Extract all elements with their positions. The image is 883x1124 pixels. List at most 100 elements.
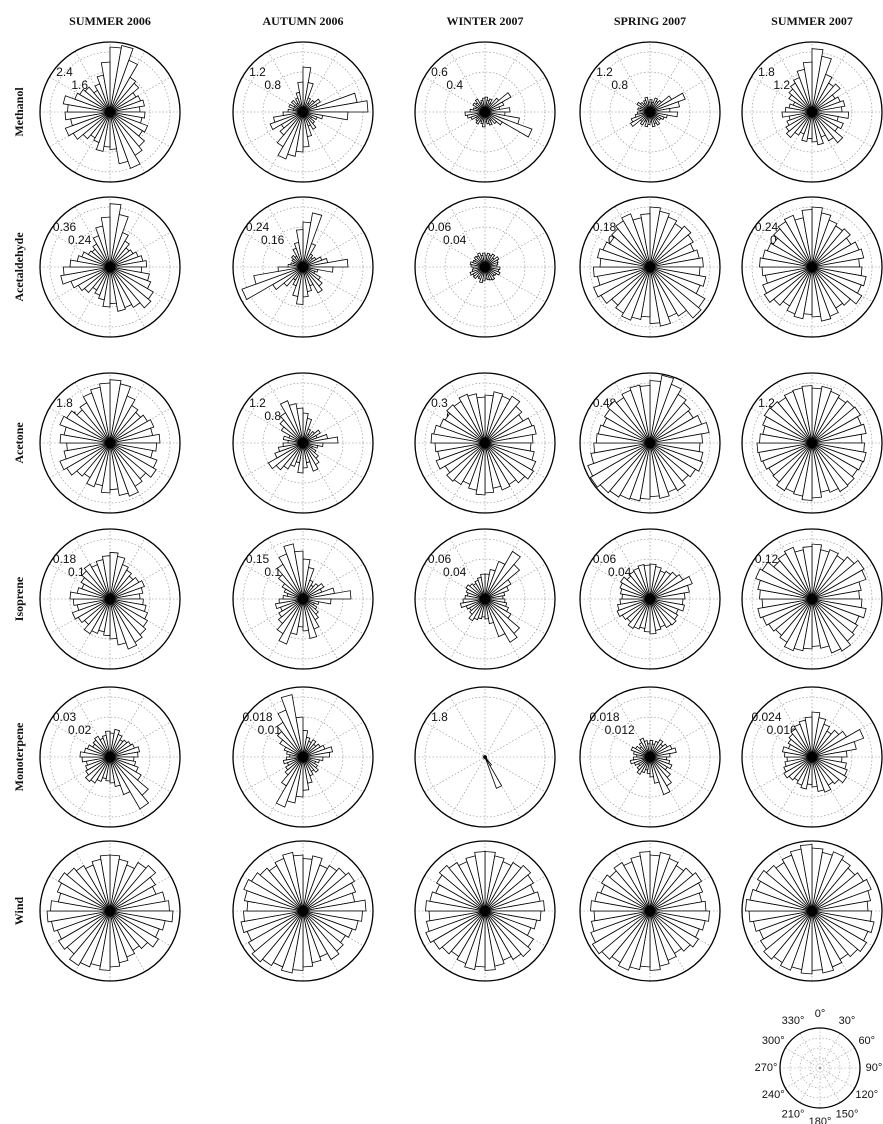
- grid-ring: [242, 382, 364, 504]
- row-label: Monoterpene: [12, 722, 26, 791]
- r-tick-label: 1.8: [56, 396, 73, 410]
- r-tick-label: 0.06: [593, 552, 617, 566]
- column-title: SUMMER 2007: [771, 14, 853, 28]
- r-tick-label: 2.4: [56, 65, 73, 79]
- r-tick-label: 0.06: [428, 220, 452, 234]
- theta-tick-label: 30°: [839, 1015, 856, 1027]
- rose-bar: [102, 555, 111, 600]
- theta-tick-label: 300°: [762, 1035, 785, 1047]
- polar-frame: [579, 41, 721, 183]
- polar-frame: [579, 528, 721, 670]
- polar-frame: [39, 41, 181, 183]
- theta-tick-label: 270°: [755, 1062, 778, 1074]
- column-title: WINTER 2007: [446, 14, 523, 28]
- rose-bar: [639, 851, 651, 912]
- theta-tick-label: 240°: [762, 1089, 785, 1101]
- r-tick-label: 0.8: [264, 78, 281, 92]
- grid-ring: [49, 51, 171, 173]
- r-tick-label: 0.16: [261, 233, 285, 247]
- spoke: [751, 76, 873, 148]
- r-tick-label: 1.6: [71, 78, 88, 92]
- polar-frame: [579, 840, 721, 982]
- polar-frame: [741, 196, 883, 338]
- r-tick-label: 0.24: [755, 220, 779, 234]
- grid-ring: [262, 716, 344, 798]
- r-tick-label: 0.4: [446, 78, 463, 92]
- rose-bar: [99, 382, 111, 444]
- r-tick-label: 0.018: [243, 710, 273, 724]
- grid-ring: [424, 538, 546, 660]
- polar-frame: [741, 840, 883, 982]
- polar-frame: [741, 372, 883, 514]
- grid-ring: [69, 716, 151, 798]
- column-title: SUMMER 2006: [69, 14, 151, 28]
- theta-grid-line: [819, 1067, 855, 1089]
- r-tick-label: 0.8: [264, 409, 281, 423]
- rose-bar: [476, 396, 486, 444]
- r-tick-label: 0.024: [752, 710, 782, 724]
- grid-ring: [751, 206, 873, 328]
- grid-ring: [49, 382, 171, 504]
- grid-ring: [262, 402, 344, 484]
- r-tick-label: 0.12: [755, 552, 779, 566]
- r-tick-label: 0.06: [428, 552, 452, 566]
- rose-bar: [474, 851, 486, 912]
- r-tick-label: 1.2: [758, 396, 775, 410]
- grid-ring: [751, 538, 873, 660]
- polar-frame: [414, 528, 556, 670]
- polar-frame: [232, 196, 374, 338]
- r-tick-label: 1.2: [249, 65, 266, 79]
- grid-ring: [49, 696, 171, 818]
- rose-bar: [801, 209, 813, 268]
- r-tick-label: 1.2: [773, 78, 790, 92]
- row-label: Wind: [12, 896, 26, 925]
- polar-frame: [232, 840, 374, 982]
- theta-tick-label: 0°: [815, 1008, 826, 1020]
- r-tick-label: 0.18: [53, 552, 77, 566]
- rose-bar: [296, 407, 304, 444]
- polar-frame: [232, 372, 374, 514]
- theta-tick-label: 150°: [836, 1109, 859, 1121]
- grid-ring: [789, 1037, 851, 1099]
- rose-bar: [105, 730, 111, 758]
- grid-ring: [444, 226, 526, 308]
- row-label: Isoprene: [12, 576, 26, 621]
- grid-ring: [242, 696, 364, 818]
- theta-tick-label: 180°: [809, 1116, 832, 1124]
- rose-bar: [643, 564, 651, 600]
- grid-ring: [49, 206, 171, 328]
- grid-ring: [424, 206, 546, 328]
- r-tick-label: 0.3: [431, 396, 448, 410]
- r-tick-label: 0.04: [608, 565, 632, 579]
- spoke: [589, 76, 711, 148]
- rose-bar: [482, 252, 486, 268]
- r-tick-label: 0.24: [68, 233, 92, 247]
- grid-ring: [751, 382, 873, 504]
- grid-ring: [242, 538, 364, 660]
- rose-bar: [294, 550, 304, 600]
- theta-tick-label: 330°: [782, 1015, 805, 1027]
- r-tick-label: 0.018: [590, 710, 620, 724]
- r-tick-label: 0.36: [53, 220, 77, 234]
- r-tick-label: 1.2: [596, 65, 613, 79]
- theta-grid-line: [785, 1047, 821, 1069]
- r-tick-label: 0.02: [68, 723, 92, 737]
- polar-frame: [779, 1027, 861, 1109]
- polar-frame: [741, 686, 883, 828]
- polar-frame: [232, 528, 374, 670]
- grid-ring: [69, 226, 151, 308]
- r-tick-label: 0.6: [431, 65, 448, 79]
- grid-ring: [609, 558, 691, 640]
- r-tick-label: 0.24: [246, 220, 270, 234]
- spoke: [589, 76, 711, 148]
- rose-bar: [296, 229, 304, 268]
- polar-frame: [414, 840, 556, 982]
- grid-ring: [809, 1057, 831, 1079]
- rose-bar: [480, 573, 486, 600]
- r-tick-label: 1.8: [431, 710, 448, 724]
- theta-tick-label: 60°: [858, 1035, 875, 1047]
- column-title: AUTUMN 2006: [263, 14, 344, 28]
- grid-ring: [589, 538, 711, 660]
- rose-bar: [292, 854, 304, 912]
